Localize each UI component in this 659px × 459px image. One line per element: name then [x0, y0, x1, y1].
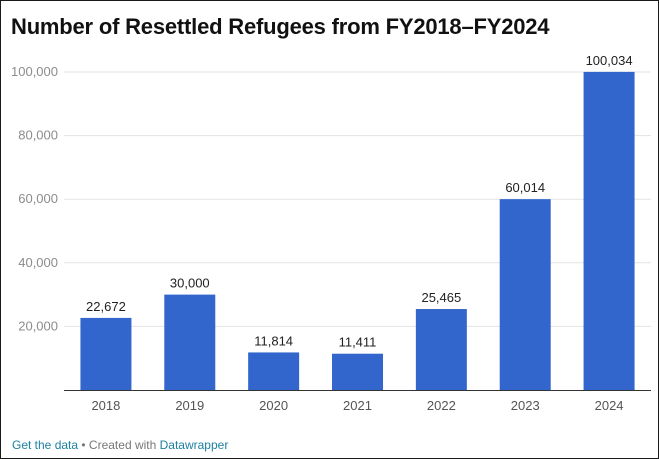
x-tick-label: 2019 — [175, 398, 204, 413]
x-tick-label: 2018 — [91, 398, 120, 413]
bar-value-label: 25,465 — [421, 290, 461, 305]
bar — [499, 199, 551, 390]
bar-value-label: 30,000 — [170, 276, 210, 291]
bar — [415, 309, 467, 390]
x-tick-label: 2020 — [259, 398, 288, 413]
bar-value-label: 11,411 — [339, 335, 377, 350]
datawrapper-link[interactable]: Datawrapper — [159, 438, 229, 452]
y-tick-label: 100,000 — [11, 64, 58, 79]
created-with-text: Created with — [88, 438, 160, 452]
y-tick-label: 20,000 — [18, 318, 58, 333]
bar — [332, 353, 383, 390]
y-tick-label: 40,000 — [18, 255, 58, 270]
bar-value-label: 11,814 — [254, 333, 293, 348]
footer-separator: • — [78, 438, 89, 452]
bar-value-label: 60,014 — [505, 180, 545, 195]
y-tick-label: 80,000 — [18, 128, 58, 143]
get-the-data-link[interactable]: Get the data — [12, 438, 79, 452]
bar — [164, 294, 216, 390]
y-tick-label: 60,000 — [18, 191, 58, 206]
bar — [80, 317, 132, 390]
x-tick-label: 2024 — [595, 398, 624, 413]
bar-value-label: 100,034 — [586, 53, 633, 68]
bar — [583, 71, 635, 390]
x-tick-label: 2023 — [511, 398, 540, 413]
footer: Get the data • Created with Datawrapper — [12, 438, 228, 452]
chart-title: Number of Resettled Refugees from FY2018… — [11, 14, 550, 39]
x-tick-label: 2022 — [427, 398, 456, 413]
bar-value-label: 22,672 — [86, 299, 126, 314]
x-tick-label: 2021 — [343, 398, 372, 413]
bar — [248, 352, 300, 390]
